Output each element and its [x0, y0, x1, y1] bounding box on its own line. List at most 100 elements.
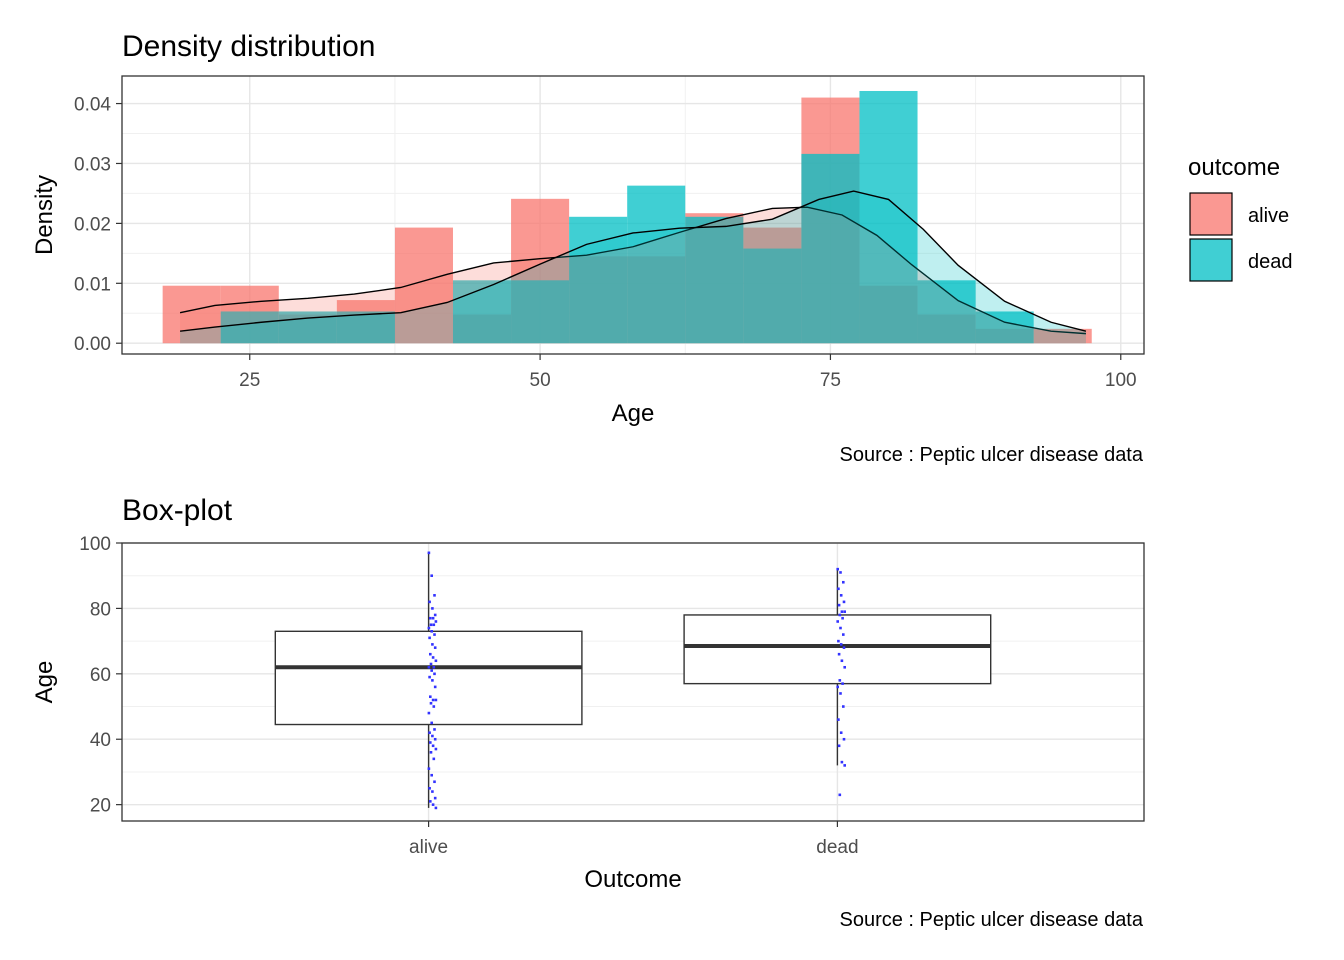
density-chart: Density distribution 25 50 75 100 0.000.010… [31, 30, 1293, 466]
jitter-point-alive [431, 790, 434, 793]
histogram-bar-dead [452, 280, 512, 344]
jitter-point-alive [429, 616, 432, 620]
jitter-point-alive [429, 652, 432, 656]
jitter-point-dead [839, 731, 843, 734]
jitter-point-alive [431, 616, 435, 620]
jitter-point-dead [839, 643, 843, 646]
box-panel-border [121, 542, 1145, 822]
histogram-bar-dead [569, 216, 628, 344]
jitter-point-dead [836, 685, 839, 689]
jitter-point-alive [430, 773, 433, 777]
box-y-axis: 20 40 60 80 100 [79, 534, 122, 817]
jitter-point-alive [434, 747, 438, 751]
legend-label-dead: dead [1248, 251, 1293, 273]
jitter-point-dead [840, 659, 844, 663]
density-histogram-bars [162, 90, 1092, 344]
jitter-point-alive [432, 705, 436, 708]
jitter-point-dead [842, 600, 846, 604]
kde-line-alive [179, 206, 1086, 335]
jitter-point-alive [427, 711, 431, 715]
jitter-point-alive [431, 679, 434, 682]
jitter-point-dead [839, 626, 842, 630]
box-y-tick-label: 80 [90, 599, 111, 620]
jitter-point-alive [431, 734, 434, 738]
jitter-point-alive [433, 796, 437, 800]
jitter-point-dead [843, 764, 846, 767]
legend-label-alive: alive [1248, 205, 1289, 227]
box-title: Box-plot [122, 494, 233, 527]
jitter-point-dead [838, 793, 842, 797]
jitter-point-alive [433, 685, 437, 689]
kde-line-dead [179, 190, 1087, 332]
jitter-point-dead [838, 679, 842, 682]
histogram-bar-dead [685, 216, 744, 344]
jitter-point-alive [431, 656, 435, 659]
box-x-axis: alive dead [409, 821, 859, 858]
jitter-point-alive [428, 600, 431, 604]
jitter-point-alive [427, 767, 431, 770]
jitter-point-dead [842, 737, 846, 741]
jitter-point-dead [842, 633, 845, 636]
density-x-tick-label: 100 [1105, 370, 1137, 391]
jitter-point-alive [427, 551, 431, 555]
jitter-point-alive [429, 800, 432, 803]
histogram-bar-dead [511, 280, 570, 344]
box-dead [683, 614, 992, 685]
jitter-point-alive [434, 698, 438, 702]
jitter-point-dead [843, 665, 846, 669]
jitter-point-alive [429, 662, 433, 666]
density-x-axis: 25 50 75 100 [239, 354, 1137, 391]
jitter-point-alive [431, 698, 435, 702]
density-x-tick-label: 25 [239, 370, 260, 391]
jitter-point-dead [840, 760, 844, 764]
jitter-point-alive [428, 786, 431, 790]
jitter-point-dead [841, 682, 844, 685]
jitter-point-alive [427, 665, 431, 669]
box-caption: Source : Peptic ulcer disease data [839, 909, 1143, 931]
jitter-point-alive [429, 623, 433, 627]
jitter-point-alive [428, 636, 431, 640]
jitter-point-alive [429, 695, 432, 699]
jitter-point-alive [430, 630, 433, 633]
legend-title: outcome [1188, 154, 1280, 181]
jitter-point-dead [839, 571, 842, 574]
jitter-point-dead [842, 580, 845, 584]
jitter-point-dead [839, 692, 842, 695]
density-kde-curves [179, 190, 1087, 344]
histogram-bar-dead [627, 185, 686, 344]
density-x-tick-label: 50 [530, 370, 551, 391]
box-plot-boxes [274, 552, 992, 808]
histogram-bar-alive [162, 285, 221, 344]
box-y-tick-label: 60 [90, 665, 111, 686]
legend-key-dead [1189, 238, 1233, 282]
jitter-point-alive [430, 721, 433, 725]
histogram-bar-dead [975, 311, 1034, 344]
jitter-point-alive [429, 701, 433, 705]
jitter-point-alive [433, 633, 436, 636]
box-y-tick-label: 20 [90, 796, 111, 817]
jitter-point-dead [837, 718, 840, 721]
jitter-point-dead [837, 652, 841, 656]
jitter-point-alive [431, 744, 435, 748]
density-x-axis-label: Age [612, 400, 655, 427]
density-panel-border [121, 75, 1145, 355]
jitter-point-dead [837, 639, 840, 643]
jitter-point-alive [433, 613, 437, 617]
density-y-tick-label: 0.02 [74, 214, 111, 235]
jitter-point-dead [840, 610, 844, 613]
jitter-point-dead [837, 744, 841, 748]
jitter-point-alive [430, 574, 433, 578]
jitter-point-dead [843, 610, 846, 613]
density-y-axis-label: Density [31, 175, 58, 255]
kde-area-dead [180, 191, 1086, 344]
box-plot-points [427, 551, 846, 810]
jitter-point-dead [836, 620, 839, 623]
jitter-point-alive [433, 594, 436, 597]
jitter-point-alive [428, 675, 431, 679]
box-chart: Box-plot alive dead 20 40 60 80 100 Outcome A… [31, 494, 1145, 931]
histogram-bar-alive [394, 227, 453, 344]
jitter-point-alive [433, 672, 436, 676]
box-x-tick-label: dead [816, 837, 858, 858]
box-x-tick-label: alive [409, 837, 448, 858]
jitter-point-alive [429, 751, 433, 754]
